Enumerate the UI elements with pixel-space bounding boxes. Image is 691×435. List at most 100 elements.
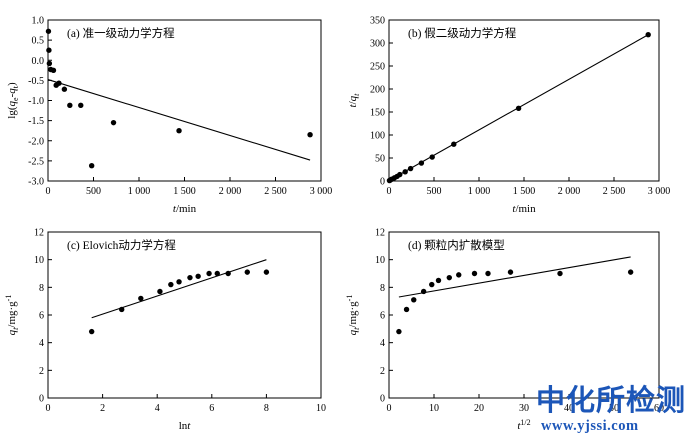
x-tick-label: 4 [155, 403, 160, 414]
y-tick-label: 6 [380, 311, 385, 322]
y-tick-label: 0 [380, 177, 385, 188]
data-point [46, 47, 52, 53]
x-tick-label: 2 000 [219, 186, 242, 197]
y-tick-label: 4 [39, 338, 44, 349]
watermark-url: www.yjssi.com [541, 418, 639, 434]
x-tick-label: 3 000 [310, 186, 333, 197]
data-point [429, 154, 435, 160]
y-tick-label: -1.5 [28, 116, 44, 127]
x-tick-label: 0 [387, 403, 392, 414]
x-tick-label: 0 [46, 186, 51, 197]
data-point [119, 306, 125, 313]
fit-line [398, 256, 631, 298]
panel-title: (a) 准一级动力学方程 [67, 26, 175, 40]
y-tick-label: 0 [380, 394, 385, 405]
x-tick-label: 500 [427, 186, 442, 197]
y-axis-label: t/qt [347, 93, 361, 108]
y-tick-label: 150 [370, 108, 385, 119]
data-point [50, 67, 57, 74]
data-point [61, 86, 68, 92]
plot-frame [388, 231, 660, 399]
x-axis-label: t1/2 [517, 418, 530, 432]
x-tick-label: 30 [519, 403, 529, 414]
x-tick-label: 20 [474, 403, 484, 414]
x-axis-label: lnt [179, 420, 192, 432]
y-tick-label: 2 [380, 366, 385, 377]
x-axis-label: t/min [173, 203, 197, 215]
plot-frame [47, 231, 322, 399]
data-point [138, 295, 144, 302]
panel-title: (b) 假二级动力学方程 [408, 26, 517, 40]
y-tick-label: -3.0 [28, 177, 44, 188]
x-tick-label: 1 000 [468, 186, 491, 197]
data-point [195, 273, 201, 279]
y-tick-label: 2 [39, 366, 44, 377]
data-point [168, 281, 174, 288]
data-point [88, 328, 95, 335]
data-point [56, 80, 62, 86]
panel-2: 0 2 4 6 8 10 0 2 4 6 8 10 12 (c) Elovich动力学方程 lnt qt/mg… [4, 228, 326, 433]
data-point [507, 269, 514, 275]
x-tick-label: 6 [209, 403, 214, 414]
x-tick-label: 0 [46, 403, 51, 414]
y-axis-label: lg(qe-qt) [6, 82, 20, 119]
panel-1: 0 500 1 000 1 500 2 000 2 500 3 000 0 50 100 150 20… [347, 16, 670, 216]
y-tick-label: 100 [370, 131, 385, 142]
data-point [402, 169, 408, 175]
data-point [411, 297, 417, 303]
x-tick-label: 40 [564, 403, 574, 414]
data-point [244, 269, 250, 275]
x-tick-label: 10 [316, 403, 326, 414]
y-tick-label: 250 [370, 62, 385, 73]
data-point [206, 270, 212, 277]
y-tick-label: -1.0 [28, 96, 44, 107]
y-tick-label: 350 [370, 16, 385, 27]
x-tick-label: 60 [654, 403, 664, 414]
data-point [420, 288, 427, 295]
y-tick-label: 12 [34, 228, 44, 239]
data-point [403, 306, 410, 313]
data-point [429, 281, 435, 288]
y-tick-label: -2.5 [28, 156, 44, 167]
y-tick-label: 300 [370, 39, 385, 50]
y-tick-label: 50 [375, 154, 385, 165]
data-point [176, 279, 182, 285]
y-tick-label: 0.5 [32, 36, 45, 47]
data-point [557, 270, 563, 277]
y-tick-label: 200 [370, 85, 385, 96]
data-point [471, 270, 478, 277]
fit-line [47, 79, 311, 161]
data-point [485, 270, 491, 277]
data-point [67, 102, 73, 109]
data-point [88, 163, 95, 169]
y-tick-label: 4 [380, 338, 385, 349]
plot-frame [47, 19, 322, 182]
x-tick-label: 2 500 [264, 186, 287, 197]
x-tick-label: 2 000 [558, 186, 581, 197]
y-tick-label: 6 [39, 311, 44, 322]
fit-line [91, 259, 267, 319]
watermark-title: 中化所检测 [536, 383, 686, 417]
data-point [396, 328, 402, 335]
y-tick-label: 8 [380, 283, 385, 294]
x-tick-label: 1 500 [173, 186, 196, 197]
y-tick-label: 0 [39, 394, 44, 405]
data-point [456, 272, 462, 278]
plot-frame [388, 19, 660, 182]
x-tick-label: 50 [609, 403, 619, 414]
panel-title: (d) 颗粒内扩散模型 [408, 238, 505, 252]
data-point [435, 277, 442, 284]
data-point [263, 269, 270, 275]
x-tick-label: 2 500 [603, 186, 626, 197]
x-axis-label: t/min [512, 203, 536, 215]
data-point [187, 274, 193, 281]
x-tick-label: 2 [100, 403, 105, 414]
data-point [451, 141, 457, 147]
data-point [176, 127, 182, 134]
x-tick-label: 10 [429, 403, 439, 414]
x-tick-label: 1 500 [513, 186, 536, 197]
data-point [110, 119, 117, 126]
y-tick-label: 10 [375, 255, 385, 266]
